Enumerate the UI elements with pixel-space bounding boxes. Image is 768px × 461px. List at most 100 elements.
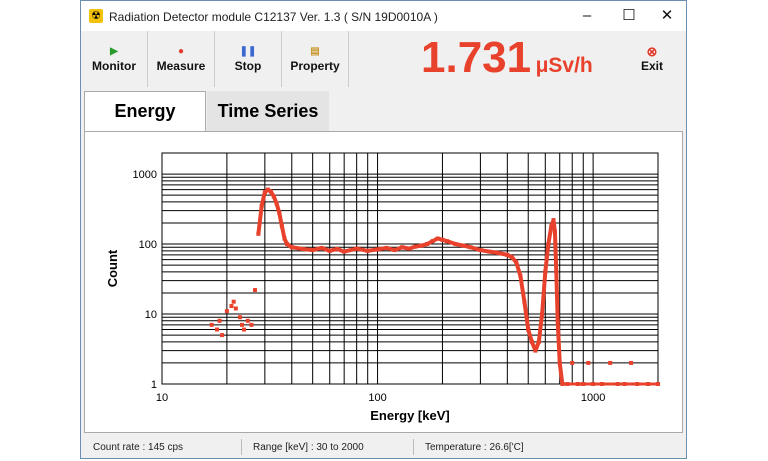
spectrum-segment bbox=[291, 245, 304, 251]
spectrum-segment bbox=[302, 246, 313, 253]
energy-panel: 10 100 1000 1 10 100 1000 Energy [keV] Count bbox=[84, 131, 683, 433]
y-tick-label: 100 bbox=[139, 239, 157, 251]
spectrum-segment bbox=[551, 219, 557, 232]
count-rate: Count rate : 145 cps bbox=[93, 442, 184, 453]
data-point bbox=[629, 360, 634, 365]
radiation-icon: ☢ bbox=[89, 9, 103, 23]
spectrum-segment bbox=[462, 243, 471, 250]
x-tick-label: 1000 bbox=[581, 392, 605, 404]
data-point bbox=[231, 299, 236, 304]
tab-energy[interactable]: Energy bbox=[84, 91, 206, 131]
spectrum-segment bbox=[546, 225, 554, 245]
data-point bbox=[209, 322, 214, 327]
spectrum-segment bbox=[557, 362, 565, 385]
spectrum-segment bbox=[437, 236, 443, 242]
spectrum-segment bbox=[506, 253, 513, 259]
spectrum-segment bbox=[415, 243, 422, 249]
spectrum-segment bbox=[536, 313, 545, 343]
spectrum-segment bbox=[522, 301, 531, 330]
spectrum-segment bbox=[554, 271, 560, 321]
spectrum-segment bbox=[480, 248, 490, 254]
exit-button[interactable]: ⊗ Exit bbox=[629, 31, 675, 87]
data-point bbox=[354, 246, 359, 251]
spectrum-segment bbox=[540, 271, 548, 315]
data-point bbox=[245, 318, 250, 323]
spectrum-segment bbox=[555, 320, 562, 364]
data-point bbox=[400, 245, 405, 250]
spectrum-segment bbox=[266, 187, 273, 194]
spectrum-segment bbox=[441, 237, 448, 244]
data-point bbox=[239, 322, 244, 327]
spectrum-segment bbox=[431, 236, 439, 243]
maximize-icon[interactable]: ☐ bbox=[622, 7, 636, 24]
data-point bbox=[608, 360, 613, 365]
status-bar: Count rate : 145 cps Range [keV] : 30 to… bbox=[81, 436, 686, 458]
title-bar: ☢ Radiation Detector module C12137 Ver. … bbox=[81, 1, 686, 31]
data-point bbox=[570, 360, 575, 365]
spectrum-segment bbox=[426, 239, 434, 246]
spectrum-segment bbox=[377, 245, 387, 252]
spectrum-segment bbox=[497, 250, 508, 257]
spectrum-segment bbox=[401, 245, 410, 251]
record-icon: ● bbox=[177, 46, 185, 57]
data-point bbox=[435, 236, 440, 241]
monitor-label: Monitor bbox=[92, 59, 136, 73]
app-window: ☢ Radiation Detector module C12137 Ver. … bbox=[80, 0, 687, 459]
spectrum-segment bbox=[259, 191, 267, 207]
spectrum-segment bbox=[526, 328, 534, 343]
window-title: Radiation Detector module C12137 Ver. 1.… bbox=[109, 10, 438, 24]
close-icon[interactable]: ✕ bbox=[660, 7, 674, 24]
spectrum-segment bbox=[421, 242, 428, 248]
exit-label: Exit bbox=[640, 59, 663, 73]
spectrum-segment bbox=[329, 247, 338, 253]
tab-time-series[interactable]: Time Series bbox=[207, 91, 329, 131]
data-point bbox=[229, 304, 234, 309]
spectrum-segment bbox=[285, 242, 293, 249]
property-icon: ▤ bbox=[310, 46, 320, 57]
exit-icon: ⊗ bbox=[646, 44, 658, 59]
spectrum-segment bbox=[282, 237, 289, 245]
property-label: Property bbox=[290, 59, 340, 73]
spectrum-segment bbox=[408, 244, 417, 251]
data-point bbox=[220, 333, 225, 338]
spectrum-segment bbox=[367, 247, 378, 253]
stop-label: Stop bbox=[234, 59, 262, 73]
spectrum-segment bbox=[312, 245, 323, 253]
x-axis-label: Energy [keV] bbox=[370, 408, 449, 423]
spectrum-segment bbox=[343, 246, 358, 254]
y-tick-label: 1 bbox=[151, 379, 157, 391]
spectrum-segment bbox=[393, 245, 403, 252]
measure-label: Measure bbox=[156, 59, 206, 73]
y-axis-label: Count bbox=[105, 249, 120, 287]
y-tick-label: 10 bbox=[145, 309, 157, 321]
spectrum-segment bbox=[263, 188, 270, 194]
data-point bbox=[215, 327, 220, 332]
property-button[interactable]: ▤ Property bbox=[282, 31, 349, 87]
spectrum-segment bbox=[514, 261, 523, 277]
measure-button[interactable]: ● Measure bbox=[148, 31, 215, 87]
dose-rate-value: 1.731 bbox=[421, 33, 532, 82]
spectrum-segment bbox=[277, 212, 284, 227]
play-icon: ▶ bbox=[110, 46, 118, 57]
stop-button[interactable]: ❚❚ Stop bbox=[215, 31, 282, 87]
spectrum-segment bbox=[518, 275, 527, 303]
spectrum-segment bbox=[271, 195, 279, 205]
spectrum-segment bbox=[279, 225, 287, 239]
spectrum-segment bbox=[336, 247, 345, 254]
monitor-button[interactable]: ▶ Monitor bbox=[81, 31, 148, 87]
data-point bbox=[224, 309, 229, 314]
spectrum-segment bbox=[533, 341, 541, 352]
energy-range: Range [keV] : 30 to 2000 bbox=[253, 442, 364, 453]
plot-frame bbox=[161, 152, 659, 385]
data-point bbox=[586, 360, 591, 365]
data-point bbox=[241, 327, 246, 332]
x-tick-label: 100 bbox=[368, 392, 386, 404]
dose-rate-display: 1.731 μSv/h bbox=[421, 33, 593, 83]
minimize-icon[interactable]: – bbox=[582, 7, 592, 24]
temperature: Temperature : 26.6['C] bbox=[425, 442, 524, 453]
data-point bbox=[217, 318, 222, 323]
data-point bbox=[252, 288, 257, 293]
spectrum-segment bbox=[274, 202, 282, 214]
data-point bbox=[233, 306, 238, 311]
spectrum-segment bbox=[446, 239, 457, 246]
